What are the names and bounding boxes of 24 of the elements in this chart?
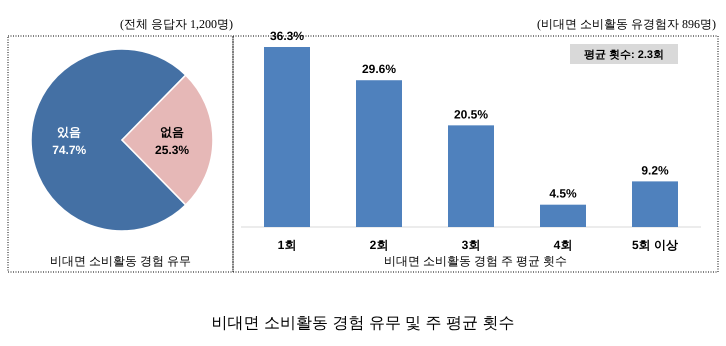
data-label: 29.6% [362, 62, 396, 76]
x-tick-label: 5회 이상 [632, 238, 678, 252]
bar [540, 204, 586, 227]
x-axis-title: 비대면 소비활동 경험 주 평균 횟수 [384, 254, 567, 268]
text: 비대면 소비활동 경험 유무 및 주 평균 횟수 [211, 315, 515, 332]
chart-subtitle: (비대면 소비활동 유경험자 896명) [537, 17, 716, 31]
bar [356, 80, 402, 227]
data-label: 20.5% [454, 107, 488, 122]
chart-subtitle: (전체 응답자 1,200명) [120, 17, 233, 31]
x-tick-label: 4회 [554, 238, 572, 252]
x-tick-label: 2회 [370, 238, 388, 252]
bar [264, 47, 310, 227]
data-label: 9.2% [641, 163, 669, 178]
slice-label: 있음 [57, 125, 82, 139]
bar [448, 125, 494, 227]
data-label: 4.5% [549, 186, 577, 201]
text: 비대면 소비활동 경험 유무 [50, 254, 191, 268]
x-tick-label: 3회 [462, 238, 480, 252]
data-label: 25.3% [155, 143, 190, 157]
data-label: 74.7% [52, 143, 87, 157]
slice-label: 없음 [160, 125, 184, 139]
annotation: 평균 횟수: 2.3회 [584, 49, 664, 61]
x-tick-label: 1회 [278, 238, 296, 252]
bar [632, 181, 678, 227]
